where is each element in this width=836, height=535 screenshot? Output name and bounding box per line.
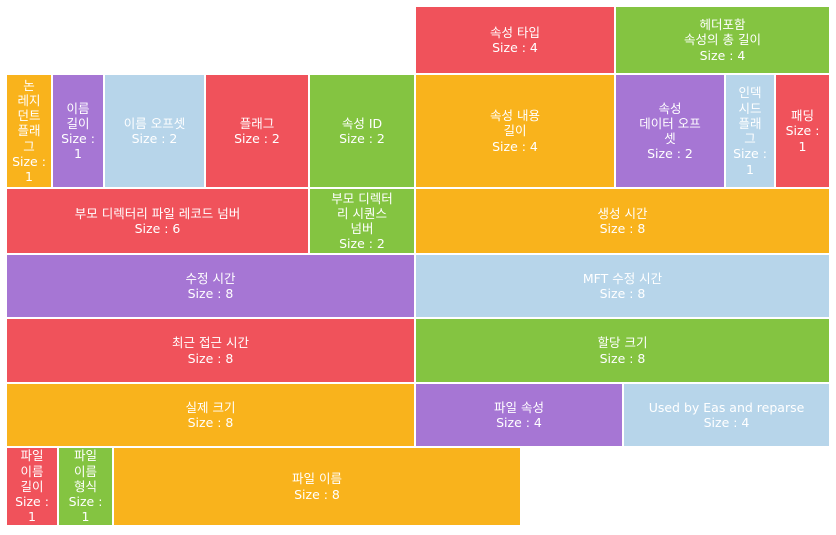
cell-name: 부모 디렉터 리 시퀀스 넘버: [331, 190, 393, 237]
cell-size: Size : 2: [647, 146, 693, 162]
cell-size: Size : 4: [492, 138, 538, 154]
cell-parent-dir-seq: 부모 디렉터 리 시퀀스 넘버 Size : 2: [309, 188, 415, 254]
cell-size: Size : 2: [339, 131, 385, 146]
cell-header-attr-length: 헤더포함 속성의 총 길이 Size : 4: [615, 6, 830, 74]
cell-name: 파일 속성: [494, 399, 544, 415]
cell-name: MFT 수정 시간: [582, 270, 663, 286]
cell-mft-modified-time: MFT 수정 시간 Size : 8: [415, 254, 830, 318]
cell-name: 패딩: [790, 108, 814, 124]
cell-size: Size : 8: [187, 286, 234, 301]
cell-size: Size : 4: [703, 415, 750, 430]
cell-file-attributes: 파일 속성 Size : 4: [415, 383, 623, 447]
cell-filename: 파일 이름 Size : 8: [113, 447, 521, 526]
cell-name: 이름 오프셋: [123, 115, 186, 131]
cell-size: Size : 8: [187, 350, 234, 366]
cell-name: 속성 내용 길이: [490, 108, 540, 139]
cell-size: Size : 8: [599, 221, 646, 236]
cell-name: Used by Eas and reparse: [648, 399, 805, 415]
cell-real-size: 실제 크기 Size : 8: [6, 383, 415, 447]
cell-name: 속성 타입: [490, 24, 540, 40]
cell-size: Size : 8: [599, 350, 646, 366]
cell-eas-reparse: Used by Eas and reparse Size : 4: [623, 383, 830, 447]
cell-last-access-time: 최근 접근 시간 Size : 8: [6, 318, 415, 383]
cell-name-length: 이름 길이 Size : 1: [52, 74, 104, 188]
cell-name: 수정 시간: [185, 270, 236, 286]
cell-name: 최근 접근 시간: [172, 335, 249, 351]
cell-name: 부모 디렉터리 파일 레코드 넘버: [74, 205, 241, 221]
cell-size: Size : 1: [61, 131, 95, 162]
cell-size: Size : 4: [496, 415, 542, 430]
cell-flags: 플래그 Size : 2: [205, 74, 309, 188]
cell-created-time: 생성 시간 Size : 8: [415, 188, 830, 254]
cell-name: 실제 크기: [185, 399, 236, 415]
cell-filename-namespace: 파일 이름 형식 Size : 1: [58, 447, 113, 526]
cell-attr-type: 속성 타입 Size : 4: [415, 6, 615, 74]
cell-name: 이름 길이: [66, 100, 90, 131]
cell-size: Size : 4: [492, 40, 538, 55]
cell-size: Size : 1: [15, 494, 49, 525]
cell-size: Size : 1: [68, 494, 103, 525]
cell-size: Size : 1: [12, 153, 46, 185]
cell-size: Size : 2: [234, 131, 280, 146]
cell-name-offset: 이름 오프셋 Size : 2: [104, 74, 205, 188]
cell-size: Size : 8: [599, 286, 646, 301]
cell-size: Size : 2: [339, 236, 385, 252]
cell-size: Size : 8: [187, 415, 234, 430]
cell-attr-id: 속성 ID Size : 2: [309, 74, 415, 188]
cell-name: 파일 이름: [292, 471, 342, 487]
cell-name: 인덱 시드 플래 그: [738, 85, 762, 146]
cell-filename-length: 파일 이름 길이 Size : 1: [6, 447, 58, 526]
cell-size: Size : 4: [699, 47, 746, 63]
cell-name: 파일 이름 길이: [20, 448, 44, 494]
cell-nonresident-flag: 논 레지 던트 플래 그 Size : 1: [6, 74, 52, 188]
cell-size: Size : 6: [134, 221, 181, 236]
cell-attr-data-offset: 속성 데이터 오프 셋 Size : 2: [615, 74, 725, 188]
cell-padding: 패딩 Size : 1: [775, 74, 830, 188]
cell-name: 할당 크기: [597, 335, 648, 351]
cell-attr-content-length: 속성 내용 길이 Size : 4: [415, 74, 615, 188]
cell-parent-dir-record: 부모 디렉터리 파일 레코드 넘버 Size : 6: [6, 188, 309, 254]
cell-name: 속성 데이터 오프 셋: [639, 100, 701, 147]
cell-name: 플래그: [239, 115, 275, 131]
cell-name: 속성 ID: [341, 115, 383, 131]
cell-name: 헤더포함 속성의 총 길이: [684, 17, 761, 48]
mft-attribute-layout-diagram: 속성 타입 Size : 4 헤더포함 속성의 총 길이 Size : 4 논 …: [6, 6, 830, 526]
cell-size: Size : 1: [733, 146, 767, 177]
cell-modified-time: 수정 시간 Size : 8: [6, 254, 415, 318]
cell-name: 생성 시간: [597, 205, 648, 221]
cell-size: Size : 1: [785, 123, 820, 154]
cell-size: Size : 2: [131, 131, 178, 146]
cell-size: Size : 8: [294, 486, 340, 502]
cell-indexed-flag: 인덱 시드 플래 그 Size : 1: [725, 74, 775, 188]
cell-name: 논 레지 던트 플래 그: [17, 77, 41, 154]
cell-allocated-size: 할당 크기 Size : 8: [415, 318, 830, 383]
cell-name: 파일 이름 형식: [73, 448, 97, 494]
